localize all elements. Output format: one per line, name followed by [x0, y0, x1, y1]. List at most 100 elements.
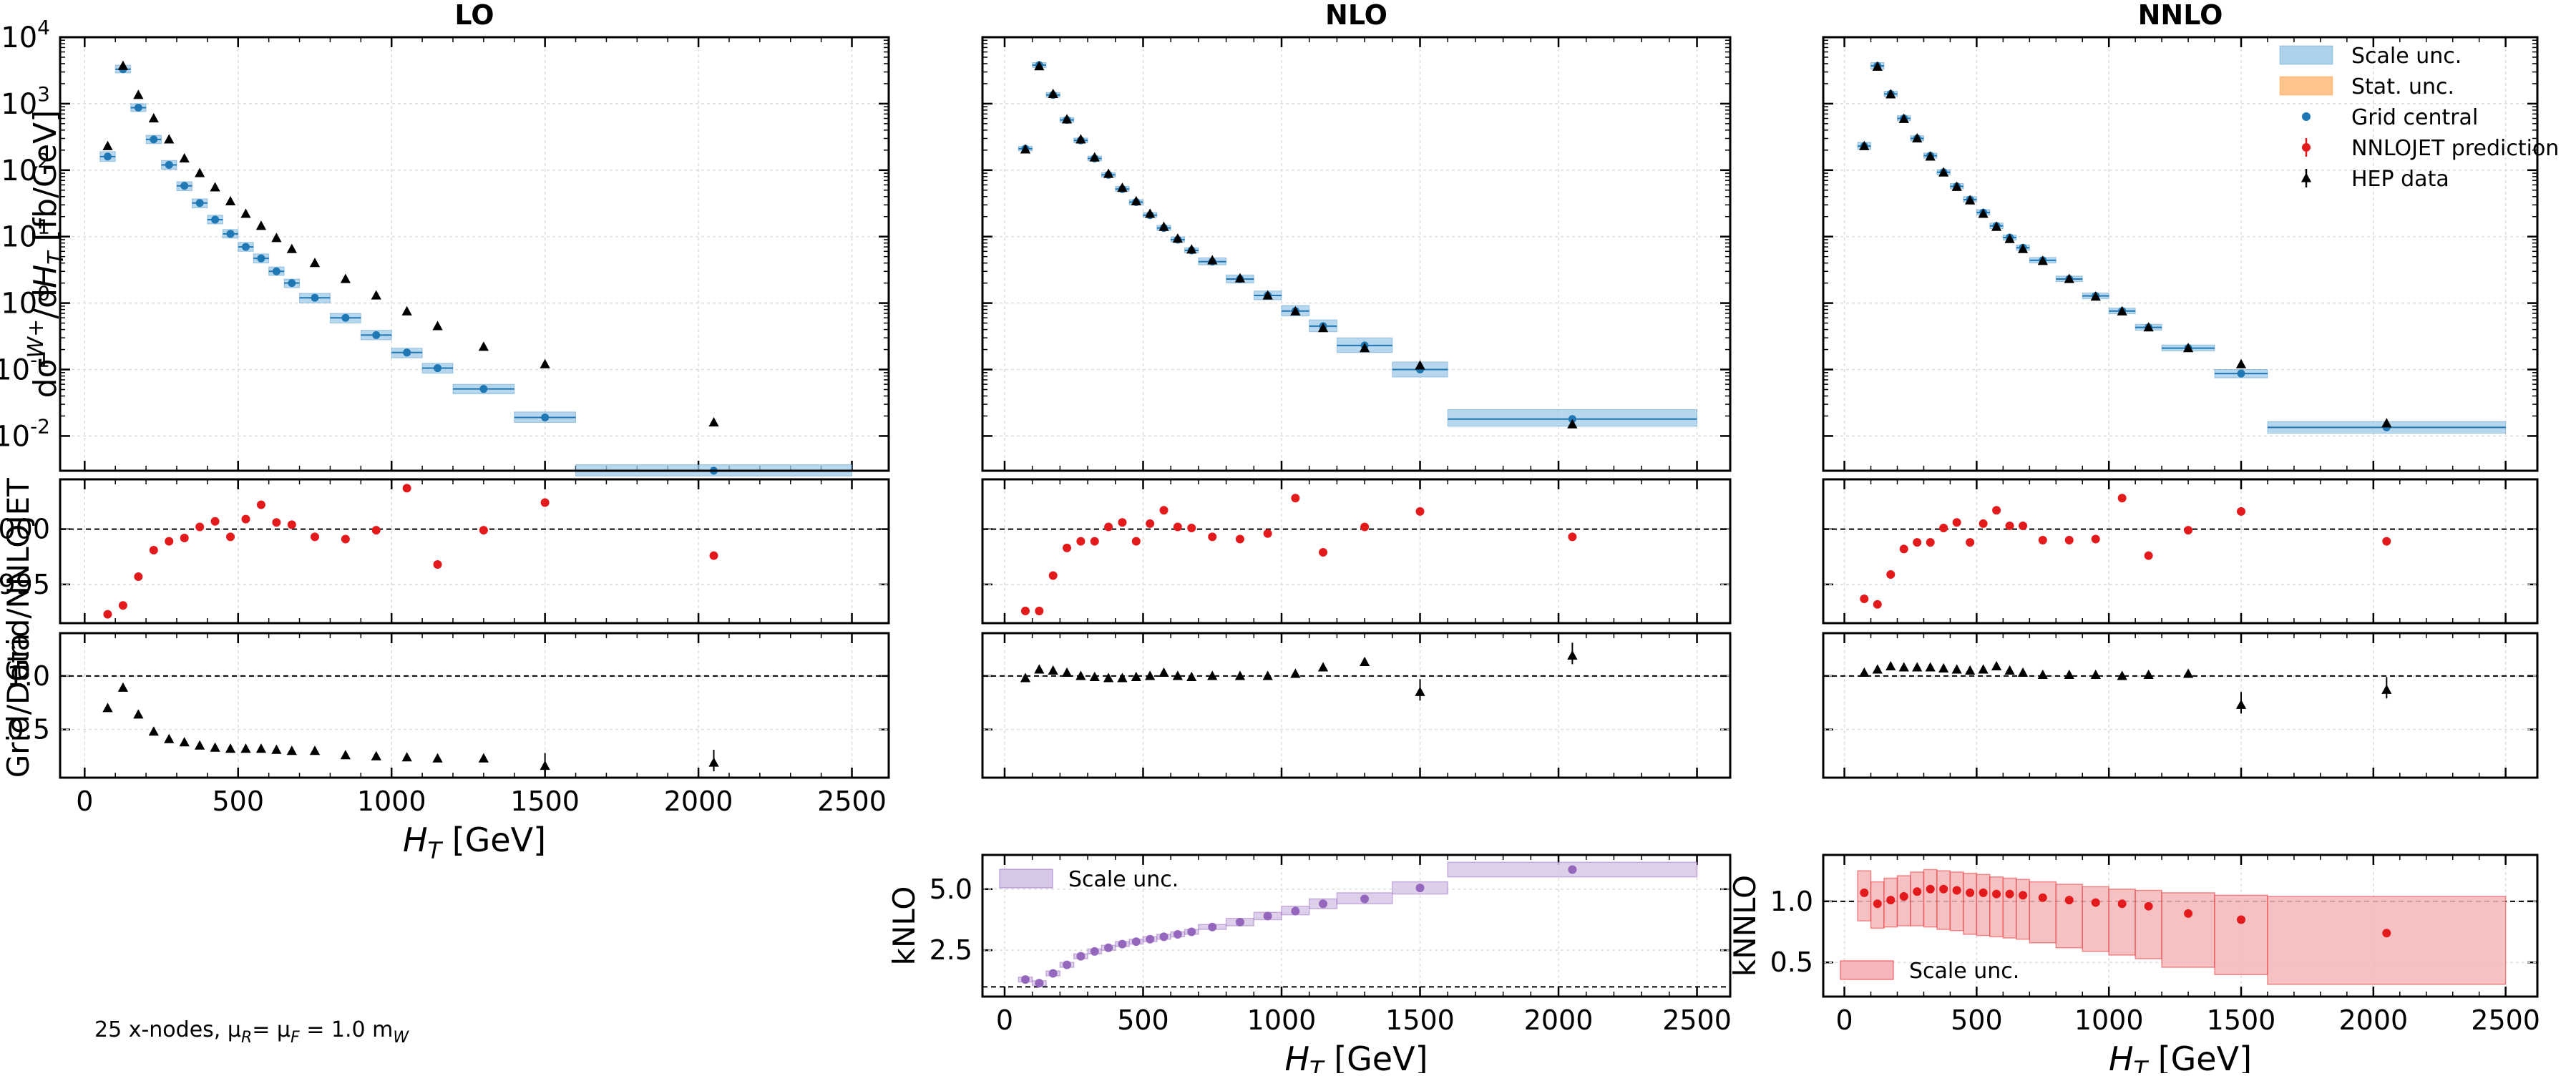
panel-frame [59, 478, 890, 625]
kfactor-point [1966, 888, 1975, 897]
y-tick-label: 5.0 [930, 874, 972, 905]
nnlojet-ratio-point [2144, 551, 2153, 560]
panel-frame [981, 854, 1732, 998]
data-ratio-point [1034, 664, 1045, 674]
nnlojet-ratio-point [103, 610, 112, 619]
data-ratio-point [1290, 668, 1301, 678]
data-ratio-point [708, 757, 719, 767]
nnlojet-ratio-point [1913, 538, 1922, 547]
hep-data-point [1103, 168, 1114, 178]
kfactor-scale-band [2135, 889, 2162, 959]
panel-title: LO [454, 0, 494, 31]
hep-data-point [1978, 208, 1989, 218]
nnlojet-ratio-point [1173, 522, 1182, 532]
kfactor-scale-band [2161, 892, 2215, 968]
nnlojet-ratio-point [1568, 532, 1577, 542]
grid-central-point [2237, 369, 2245, 378]
kfactor-legend-swatch [1840, 960, 1894, 980]
legend-swatch [2279, 76, 2333, 96]
grid-central-point [195, 199, 204, 207]
data-ratio-point [1991, 660, 2002, 671]
panel-title: NNLO [2138, 0, 2223, 31]
data-ratio-point [1089, 671, 1100, 681]
kfactor-point [1090, 947, 1099, 956]
kfactor-point [1939, 884, 1948, 894]
data-ratio-point [2235, 699, 2247, 709]
data-ratio-point [1020, 672, 1031, 683]
grid-central-point [341, 313, 350, 322]
hep-data-point [1048, 88, 1058, 98]
data-ratio-point [225, 743, 236, 753]
data-ratio-point [195, 740, 205, 750]
kfactor-scale-band [2267, 896, 2507, 985]
hep-data-point [1898, 113, 1909, 123]
nnlojet-ratio-point [2237, 507, 2246, 516]
data-ratio-point [1207, 670, 1218, 680]
data-ratio-point [164, 733, 175, 743]
hep-data-point [371, 290, 381, 300]
hep-data-point [1290, 305, 1301, 316]
y-tick-label: 1.0 [1770, 886, 1813, 917]
nnlojet-ratio-point [1131, 537, 1141, 546]
data-ratio-point [2117, 670, 2127, 680]
nnlojet-ratio-point [2117, 494, 2127, 503]
data-ratio-point [1317, 662, 1329, 672]
data-ratio-point [309, 745, 321, 755]
hep-data-point [1925, 151, 1936, 161]
hep-data-point [1061, 114, 1073, 124]
data-ratio-point [1186, 671, 1197, 681]
nnlojet-ratio-point [2064, 536, 2074, 545]
nnlojet-ratio-point [256, 500, 265, 509]
hep-data-point [1912, 132, 1923, 143]
hep-data-point [2037, 255, 2048, 265]
panel-frame [59, 632, 890, 779]
hep-data-point [1359, 343, 1370, 353]
grid-central-point [311, 293, 319, 302]
data-ratio-point [286, 745, 297, 755]
hep-data-point [708, 416, 719, 427]
hep-data-point [117, 60, 129, 70]
x-tick-label: 0 [76, 786, 93, 817]
hep-data-point [133, 89, 144, 99]
hep-data-point [1158, 221, 1169, 231]
hep-data-point [1885, 89, 1896, 99]
data-ratio-point [401, 752, 412, 762]
nnlojet-ratio-point [1939, 524, 1948, 533]
hep-data-point [179, 152, 190, 163]
hep-data-point [1567, 419, 1578, 429]
x-tick-label: 500 [1951, 1004, 2003, 1036]
data-ratio-point [240, 743, 251, 753]
grid-central-point [434, 364, 442, 373]
nnlojet-ratio-point [402, 484, 411, 493]
hep-data-point [1234, 273, 1246, 283]
hep-data-point [2381, 418, 2392, 428]
y-tick-label: 10-1 [0, 348, 50, 387]
kfactor-point [1952, 886, 1961, 895]
y-tick-label: 0.5 [1770, 947, 1813, 978]
kfactor-point [2144, 901, 2153, 911]
data-ratio-point [1859, 667, 1870, 677]
data-ratio-point [1172, 670, 1183, 680]
nnlojet-ratio-point [2091, 534, 2100, 544]
main-y-label: dσW+/dHT [fb/GeV] [24, 110, 69, 398]
nnlojet-ratio-point [1020, 606, 1030, 615]
x-tick-label: 1500 [2207, 1004, 2276, 1036]
kfactor-point [1291, 906, 1300, 916]
data-ratio-point [1885, 660, 1896, 671]
data-ratio-point [2143, 669, 2154, 679]
data-ratio-point [1061, 667, 1073, 677]
hep-data-point [1207, 255, 1218, 265]
x-tick-label: 1000 [1247, 1004, 1317, 1036]
x-tick-label: 500 [1117, 1004, 1169, 1036]
hep-data-point [148, 113, 159, 123]
legend-label: Grid central [2351, 105, 2478, 130]
nnlojet-ratio-point [1992, 506, 2001, 515]
nnlojet-ratio-point [1118, 518, 1127, 527]
hep-data-point [1117, 182, 1128, 192]
hep-data-point [102, 140, 113, 150]
panel-frame [1822, 478, 2539, 625]
nnlojet-ratio-point [1926, 538, 1935, 547]
nnlojet-ratio-point [134, 572, 143, 582]
grid-central-point [165, 160, 173, 169]
